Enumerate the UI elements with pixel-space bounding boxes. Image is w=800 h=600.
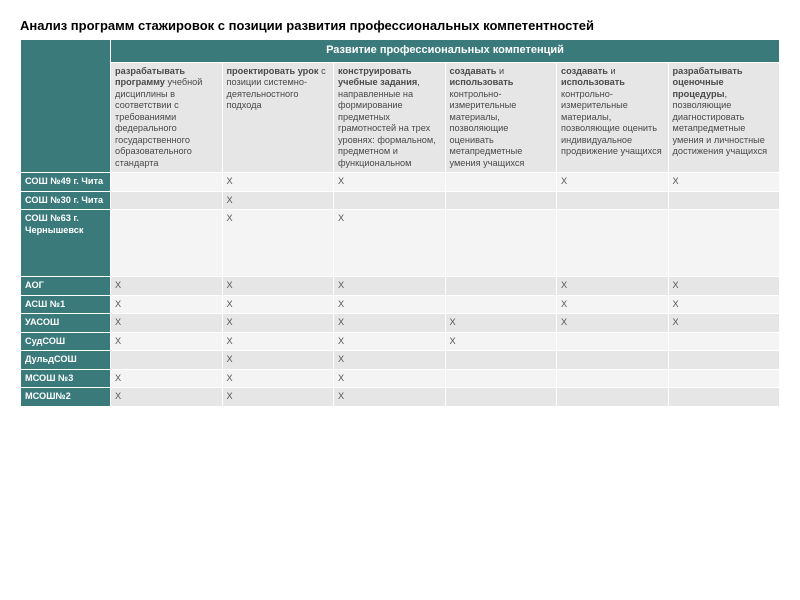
row-header: АОГ (21, 277, 111, 296)
table-cell (445, 210, 557, 277)
table-cell (668, 369, 780, 388)
table-cell: X (334, 295, 446, 314)
table-cell: X (334, 369, 446, 388)
table-cell: X (334, 332, 446, 351)
table-cell (445, 173, 557, 192)
table-cell: X (222, 332, 334, 351)
competency-table: Развитие профессиональных компетенцийраз… (20, 39, 780, 407)
row-header: УАСОШ (21, 314, 111, 333)
table-cell (668, 191, 780, 210)
row-header: МСОШ №3 (21, 369, 111, 388)
table-cell: X (557, 295, 669, 314)
row-header: МСОШ№2 (21, 388, 111, 407)
table-cell (445, 369, 557, 388)
table-cell: X (445, 332, 557, 351)
table-cell: X (668, 314, 780, 333)
row-header: СОШ №63 г. Чернышевск (21, 210, 111, 277)
table-cell: X (111, 332, 223, 351)
table-cell: X (557, 173, 669, 192)
table-cell (557, 351, 669, 370)
row-header: СОШ №49 г. Чита (21, 173, 111, 192)
row-header: СОШ №30 г. Чита (21, 191, 111, 210)
table-cell: X (222, 173, 334, 192)
table-cell: X (668, 295, 780, 314)
table-cell: X (111, 314, 223, 333)
table-cell: X (222, 314, 334, 333)
table-cell: X (334, 277, 446, 296)
table-cell: X (334, 210, 446, 277)
table-cell: X (222, 388, 334, 407)
table-cell: X (111, 369, 223, 388)
table-cell (668, 388, 780, 407)
table-cell (557, 388, 669, 407)
table-cell (111, 191, 223, 210)
table-cell: X (222, 369, 334, 388)
column-header: создавать и использовать контрольно-изме… (445, 62, 557, 173)
column-header: создавать и использовать контрольно-изме… (557, 62, 669, 173)
table-cell (668, 351, 780, 370)
table-cell (111, 210, 223, 277)
column-header: проектировать урок с позиции системно-де… (222, 62, 334, 173)
table-cell: X (668, 277, 780, 296)
column-header: разрабатывать программу учебной дисципли… (111, 62, 223, 173)
table-cell: X (334, 351, 446, 370)
page-title: Анализ программ стажировок с позиции раз… (20, 18, 780, 33)
table-cell (445, 351, 557, 370)
table-cell: X (222, 191, 334, 210)
table-cell: X (222, 295, 334, 314)
table-cell: X (111, 388, 223, 407)
row-header: СудСОШ (21, 332, 111, 351)
table-cell: X (222, 210, 334, 277)
table-cell: X (668, 173, 780, 192)
table-cell (668, 210, 780, 277)
corner-cell (21, 40, 111, 173)
row-header: ДульдСОШ (21, 351, 111, 370)
merged-header: Развитие профессиональных компетенций (111, 40, 780, 63)
table-cell: X (222, 277, 334, 296)
table-cell (557, 210, 669, 277)
column-header: конструировать учебные задания, направле… (334, 62, 446, 173)
table-cell: X (445, 314, 557, 333)
table-cell: X (557, 277, 669, 296)
table-cell (445, 295, 557, 314)
table-cell (557, 369, 669, 388)
row-header: АСШ №1 (21, 295, 111, 314)
table-cell: X (334, 388, 446, 407)
table-cell (445, 388, 557, 407)
table-cell: X (334, 173, 446, 192)
table-cell: X (222, 351, 334, 370)
table-cell (445, 191, 557, 210)
table-cell (111, 173, 223, 192)
table-cell: X (557, 314, 669, 333)
table-cell (334, 191, 446, 210)
table-cell (445, 277, 557, 296)
table-cell (111, 351, 223, 370)
table-cell (557, 191, 669, 210)
table-cell (557, 332, 669, 351)
table-cell: X (111, 277, 223, 296)
column-header: разрабатывать оценочные процедуры, позво… (668, 62, 780, 173)
table-cell: X (111, 295, 223, 314)
table-cell (668, 332, 780, 351)
table-cell: X (334, 314, 446, 333)
